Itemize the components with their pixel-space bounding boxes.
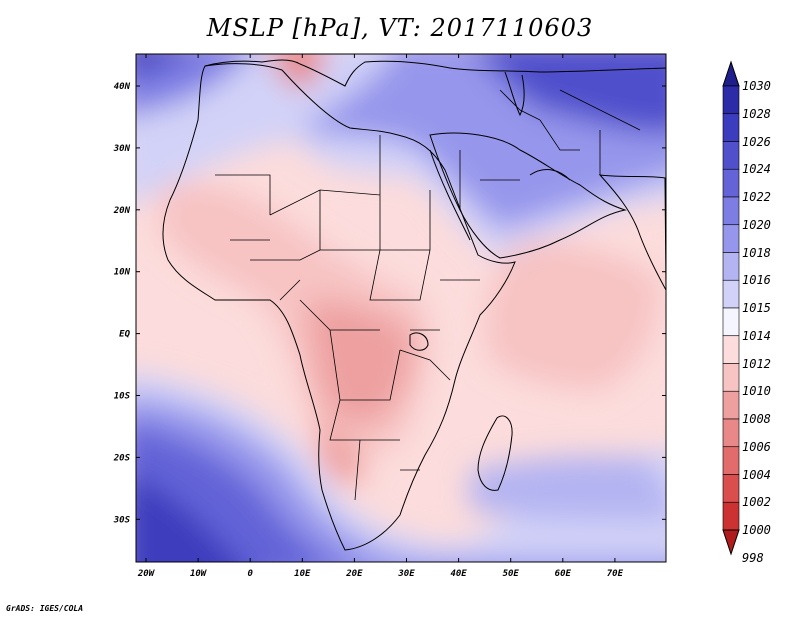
colorbar-label-1010: 1010 <box>742 384 771 399</box>
colorbar-label-1015: 1015 <box>742 301 771 315</box>
coastlines <box>162 59 666 551</box>
map-title: MSLP [hPa], VT: 2017110603 <box>206 14 594 42</box>
colorbar-swatch-16 <box>722 501 740 531</box>
pressure-field <box>136 54 666 562</box>
lon-label-9: 70E <box>607 569 624 579</box>
colorbar-swatch-5 <box>722 196 740 226</box>
lake-victoria <box>409 332 429 351</box>
colorbar-label-1016: 1016 <box>742 273 771 288</box>
field-band-1008 <box>308 300 413 424</box>
colorbar-swatch-3 <box>722 141 740 170</box>
lon-label-1: 10W <box>190 569 208 579</box>
colorbar-label-1028: 1028 <box>742 106 771 121</box>
colorbar-swatch-8 <box>722 279 740 309</box>
colorbar-swatch-2 <box>722 113 740 142</box>
lat-label-4: EQ <box>119 330 130 340</box>
lon-label-3: 10E <box>294 569 311 579</box>
field-band-1026 <box>136 476 241 562</box>
europe-coast <box>204 59 666 87</box>
red-sea <box>429 149 471 241</box>
colorbar-label-1030: 1030 <box>742 79 771 93</box>
lon-label-5: 30E <box>397 569 415 579</box>
field-band-atlantic-1026 <box>136 54 183 75</box>
colorbar-label-1004: 1004 <box>742 467 771 482</box>
lat-label-1: 30N <box>113 144 131 154</box>
africa-outline <box>162 63 516 551</box>
colorbar-swatch-1 <box>722 85 740 115</box>
colorbar-swatch-9 <box>722 307 740 337</box>
colorbar-label-1002: 1002 <box>742 495 771 510</box>
colorbar-label-1022: 1022 <box>742 190 771 204</box>
latitude-labels: 40N 30N 20N 10N EQ 10S 20S 30S <box>113 82 131 525</box>
madagascar-outline <box>477 415 513 491</box>
lon-label-6: 40E <box>450 569 467 579</box>
lat-label-5: 10S <box>114 392 131 402</box>
field-band-1006 <box>271 54 324 90</box>
field-band-1010-indian <box>486 240 660 390</box>
colorbar-swatch-4 <box>722 168 740 198</box>
colorbar-label-1018: 1018 <box>742 245 771 260</box>
credit-text: GrADS: IGES/COLA <box>6 604 84 613</box>
lon-label-8: 60E <box>555 569 572 579</box>
colorbar <box>722 60 740 556</box>
field-band-atlantic-1020 <box>136 54 250 115</box>
caspian-sea <box>504 71 525 117</box>
colorbar-label-1006: 1006 <box>742 439 771 454</box>
axis-ticks <box>136 54 666 562</box>
colorbar-label-1020: 1020 <box>742 217 771 232</box>
colorbar-swatch-13 <box>722 418 740 448</box>
field-band-north-1024 <box>479 54 666 133</box>
arabia-outline <box>429 132 627 259</box>
lat-label-6: 20S <box>113 453 131 463</box>
colorbar-label-1012: 1012 <box>742 356 771 371</box>
lat-label-0: 40N <box>114 82 131 92</box>
lat-label-7: 30S <box>113 515 131 525</box>
persian-gulf <box>529 169 571 181</box>
country-borders <box>215 89 641 501</box>
colorbar-label-1024: 1024 <box>742 162 771 177</box>
colorbar-label-1000: 1000 <box>742 523 771 537</box>
lat-label-2: 20N <box>113 206 131 216</box>
colorbar-label-1026: 1026 <box>742 134 771 149</box>
field-band-1016-indian <box>470 455 666 520</box>
colorbar-swatch-7 <box>722 252 740 281</box>
lon-label-2: 0 <box>247 569 253 579</box>
colorbar-swatch-6 <box>722 224 740 253</box>
colorbar-swatch-11 <box>722 363 740 392</box>
longitude-labels: 20W 10W 0 10E 20E 30E 40E 50E 60E 70E <box>137 569 624 579</box>
colorbar-swatch-10 <box>722 335 740 364</box>
lon-label-0: 20W <box>137 569 156 579</box>
india-outline <box>598 174 666 291</box>
colorbar-swatch-12 <box>722 390 740 420</box>
colorbar-swatch-15 <box>722 474 740 503</box>
lon-label-7: 50E <box>503 569 520 579</box>
colorbar-swatch-14 <box>722 446 740 475</box>
colorbar-bottom-triangle <box>722 529 740 556</box>
colorbar-label-1008: 1008 <box>742 412 771 426</box>
lat-label-3: 10N <box>114 268 131 278</box>
map-frame <box>135 53 667 563</box>
colorbar-label-1014: 1014 <box>742 328 771 343</box>
lon-label-4: 20E <box>345 569 363 579</box>
colorbar-top-triangle <box>722 60 740 87</box>
colorbar-label-998: 998 <box>742 550 764 565</box>
